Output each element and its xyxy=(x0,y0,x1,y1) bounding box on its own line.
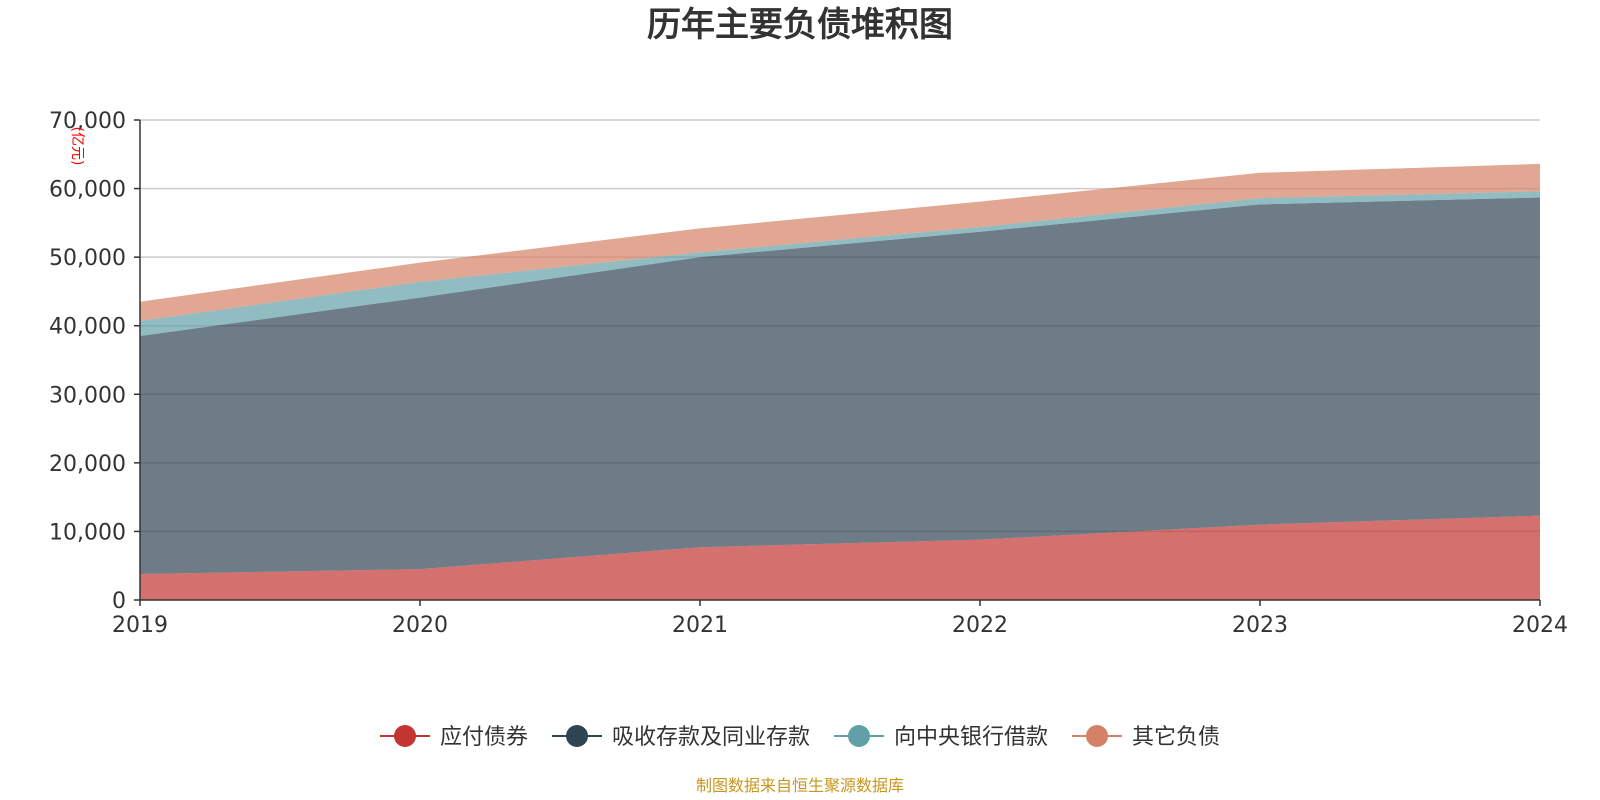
x-tick-label: 2022 xyxy=(952,613,1008,638)
legend-marker xyxy=(1086,725,1108,747)
legend-marker xyxy=(566,725,588,747)
x-axis-ticks: 2019 2020 2021 2022 2023 2024 xyxy=(112,600,1568,638)
legend-item-应付债券[interactable]: 应付债券 xyxy=(380,725,528,750)
legend-marker xyxy=(394,725,416,747)
y-tick-label: 40,000 xyxy=(49,315,126,340)
y-tick-label: 50,000 xyxy=(49,246,126,271)
legend: 应付债券 吸收存款及同业存款 向中央银行借款 其它负债 xyxy=(380,725,1220,750)
axes xyxy=(139,120,1540,601)
y-tick-label: 10,000 xyxy=(49,520,126,545)
y-axis-ticks: 0 10,000 20,000 30,000 40,000 50,000 60,000 70,… xyxy=(49,109,140,614)
x-tick-label: 2020 xyxy=(392,613,448,638)
legend-label: 向中央银行借款 xyxy=(894,725,1048,750)
x-tick-label: 2021 xyxy=(672,613,728,638)
chart-title: 历年主要负债堆积图 xyxy=(647,5,953,45)
area-其它负债 xyxy=(140,163,1540,321)
legend-item-其它负债[interactable]: 其它负债 xyxy=(1072,725,1220,750)
legend-label: 吸收存款及同业存款 xyxy=(612,725,810,750)
x-tick-label: 2024 xyxy=(1512,613,1568,638)
x-tick-label: 2019 xyxy=(112,613,168,638)
legend-label: 其它负债 xyxy=(1132,725,1220,750)
area-应付债券 xyxy=(140,515,1540,600)
y-tick-label: 30,000 xyxy=(49,383,126,408)
y-tick-label: 0 xyxy=(112,589,126,614)
legend-marker xyxy=(848,725,870,747)
legend-item-吸收存款及同业存款[interactable]: 吸收存款及同业存款 xyxy=(552,725,810,750)
area-series xyxy=(140,163,1540,600)
y-axis-unit-label: (亿元) xyxy=(69,127,85,166)
area-吸收存款及同业存款 xyxy=(140,197,1540,574)
source-note: 制图数据来自恒生聚源数据库 xyxy=(696,776,904,795)
legend-label: 应付债券 xyxy=(440,725,528,750)
y-tick-label: 70,000 xyxy=(49,109,126,134)
x-tick-label: 2023 xyxy=(1232,613,1288,638)
y-tick-label: 60,000 xyxy=(49,178,126,203)
y-tick-label: 20,000 xyxy=(49,452,126,477)
legend-item-向中央银行借款[interactable]: 向中央银行借款 xyxy=(834,725,1048,750)
